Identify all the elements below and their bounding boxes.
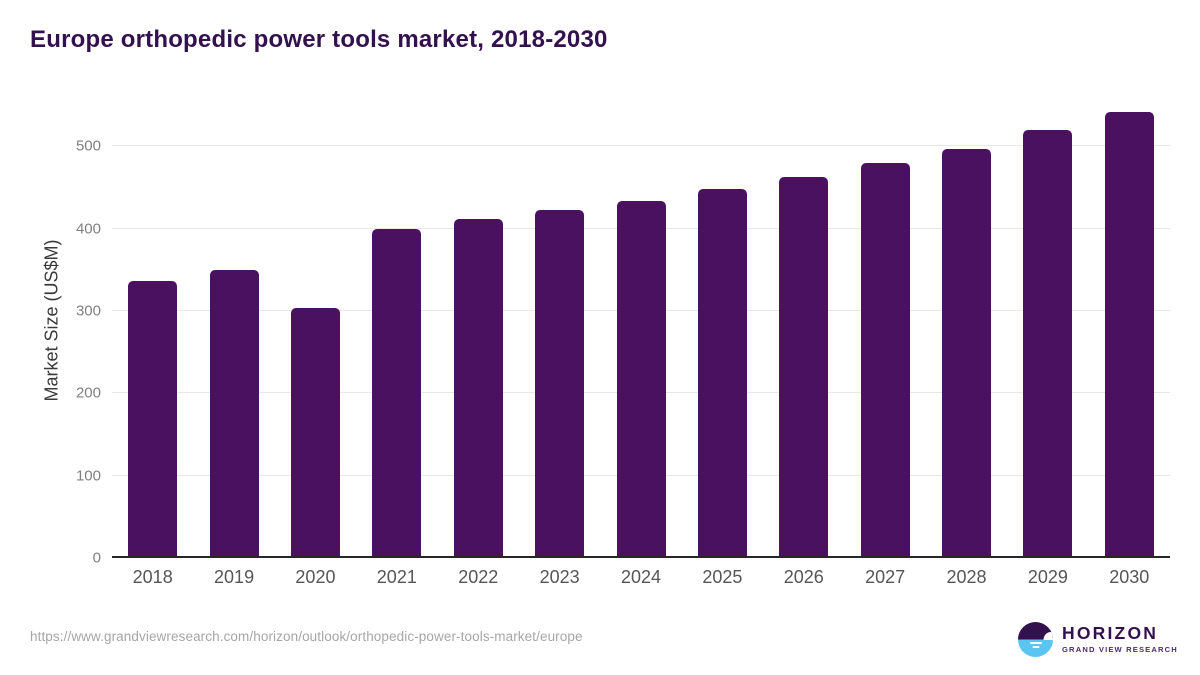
- bar-2026: [779, 176, 829, 556]
- sun-reflection-line-2: [1032, 646, 1039, 649]
- y-tick-label-300: 300: [75, 302, 101, 320]
- x-axis-line: [112, 556, 1170, 558]
- x-tick-label-2018: 2018: [132, 567, 173, 587]
- gridline-500: [112, 145, 1170, 147]
- y-tick-label-500: 500: [75, 137, 101, 155]
- x-tick-label-2020: 2020: [295, 567, 336, 587]
- bar-2024: [616, 200, 666, 556]
- x-tick-label-2026: 2026: [783, 567, 824, 587]
- x-tick-label-2029: 2029: [1027, 567, 1068, 587]
- x-tick-label-2024: 2024: [620, 567, 661, 587]
- logo-text-block: HORIZON GRAND VIEW RESEARCH: [1062, 625, 1178, 654]
- x-tick-label-2023: 2023: [539, 567, 580, 587]
- x-tick-label-2022: 2022: [458, 567, 499, 587]
- bar-2018: [128, 281, 178, 556]
- x-tick-label-2028: 2028: [946, 567, 987, 587]
- horizon-sun-icon: [1018, 622, 1053, 657]
- bar-2025: [697, 188, 747, 556]
- x-tick-label-2030: 2030: [1109, 567, 1150, 587]
- plot-area: [112, 100, 1170, 558]
- bar-2027: [860, 163, 910, 556]
- bar-2021: [372, 228, 422, 556]
- source-url: https://www.grandviewresearch.com/horizo…: [30, 629, 583, 644]
- horizon-logo: HORIZON GRAND VIEW RESEARCH: [1018, 622, 1178, 657]
- bar-2030: [1104, 112, 1154, 556]
- x-tick-label-2021: 2021: [376, 567, 417, 587]
- x-axis-tick-labels: 2018 2019 2020 2021 2022 2023 2024 2025 2026 2027…: [112, 567, 1170, 591]
- logo-name: HORIZON: [1062, 623, 1159, 644]
- sun-dome-shape: [1043, 632, 1053, 640]
- y-tick-label-0: 0: [92, 549, 101, 567]
- y-tick-label-100: 100: [75, 467, 101, 485]
- page-title: Europe orthopedic power tools market, 20…: [30, 26, 608, 53]
- bar-2029: [1023, 130, 1073, 556]
- y-axis-tick-labels: 0 100 200 300 400 500: [0, 100, 101, 567]
- x-tick-label-2019: 2019: [214, 567, 255, 587]
- bar-2022: [453, 219, 503, 556]
- x-tick-label-2027: 2027: [865, 567, 906, 587]
- logo-subtitle: GRAND VIEW RESEARCH: [1062, 645, 1178, 655]
- bar-2019: [209, 269, 259, 556]
- bar-2020: [290, 307, 340, 556]
- bar-2023: [535, 210, 585, 556]
- x-tick-label-2025: 2025: [702, 567, 743, 587]
- bar-2028: [942, 148, 992, 556]
- sun-reflection-line-1: [1029, 641, 1042, 644]
- y-tick-label-200: 200: [75, 384, 101, 402]
- y-tick-label-400: 400: [75, 220, 101, 237]
